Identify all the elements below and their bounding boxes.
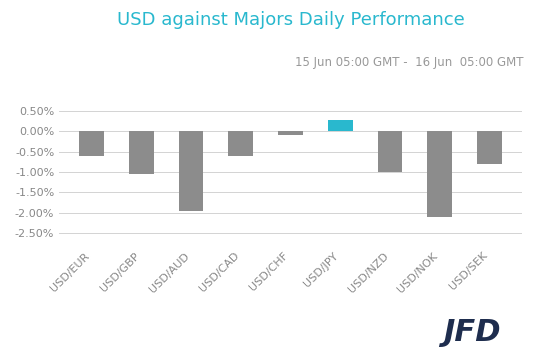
Bar [179,131,203,211]
Bar [427,131,452,217]
Bar [129,131,154,174]
Text: USD against Majors Daily Performance: USD against Majors Daily Performance [117,11,464,28]
Bar [79,131,104,155]
Text: JFD: JFD [443,318,500,347]
Bar [278,131,303,135]
Text: 15 Jun 05:00 GMT -  16 Jun  05:00 GMT: 15 Jun 05:00 GMT - 16 Jun 05:00 GMT [295,56,523,69]
Bar [477,131,502,164]
Bar [228,131,253,155]
Bar [378,131,402,172]
Bar [328,120,353,131]
